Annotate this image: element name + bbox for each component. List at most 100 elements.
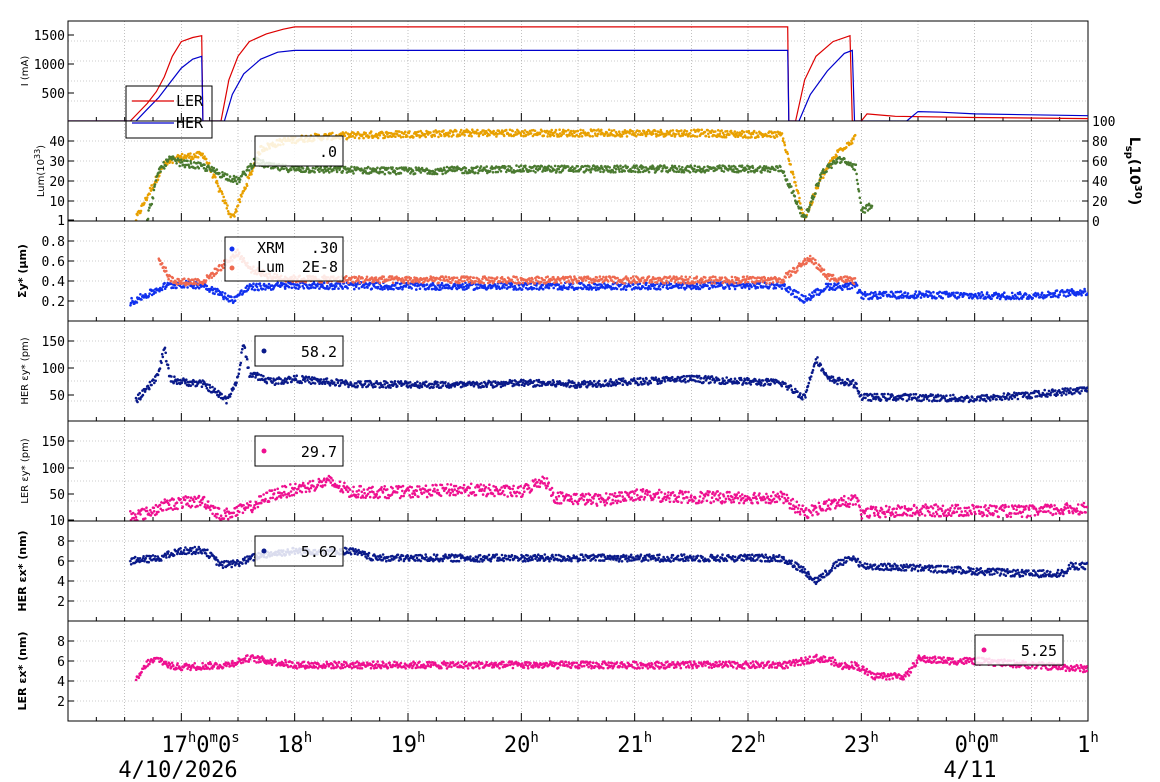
data-point <box>760 276 764 279</box>
data-point <box>290 168 293 172</box>
legend-label: Lum <box>257 258 284 276</box>
data-point <box>346 286 349 290</box>
data-point <box>384 135 387 138</box>
data-point <box>380 277 384 281</box>
data-point <box>319 378 323 381</box>
data-point <box>164 164 168 167</box>
data-point <box>331 131 334 135</box>
data-point <box>581 129 585 132</box>
data-point <box>160 361 163 365</box>
data-point <box>642 276 645 280</box>
data-point <box>720 169 724 172</box>
data-point <box>597 128 600 131</box>
data-point <box>599 170 602 173</box>
data-point <box>485 165 489 168</box>
data-point <box>310 376 314 379</box>
data-point <box>788 269 791 273</box>
data-point <box>587 131 590 135</box>
data-point <box>661 167 665 170</box>
data-point <box>985 291 989 294</box>
data-point <box>640 167 643 170</box>
legend-value: .0 <box>319 143 337 161</box>
data-point <box>785 289 788 292</box>
data-point <box>610 129 614 132</box>
data-point <box>183 165 187 169</box>
y-axis-label: Σy* (μm) <box>16 244 29 298</box>
data-point <box>1062 294 1066 297</box>
data-point <box>605 131 609 134</box>
data-point <box>390 135 394 138</box>
data-point <box>207 276 211 280</box>
data-point <box>200 385 204 389</box>
data-point <box>781 137 785 140</box>
data-point <box>171 276 175 280</box>
data-point <box>495 276 499 279</box>
data-point <box>569 129 573 133</box>
data-point <box>189 159 192 163</box>
series-line-her <box>68 49 1088 121</box>
legend-box <box>254 135 344 167</box>
data-point <box>673 277 676 280</box>
data-point <box>567 285 571 289</box>
data-point <box>631 166 634 169</box>
data-point <box>624 275 628 278</box>
data-point <box>157 171 160 174</box>
data-point <box>361 276 364 280</box>
data-point <box>478 286 481 290</box>
data-point <box>1064 295 1068 298</box>
data-point <box>850 139 853 143</box>
data-point <box>857 189 861 193</box>
data-point <box>534 171 537 174</box>
data-point <box>434 129 438 132</box>
data-layer <box>134 128 874 221</box>
data-point <box>220 392 223 396</box>
data-point <box>483 285 487 289</box>
data-point <box>863 211 867 214</box>
data-point <box>787 159 791 162</box>
data-point <box>452 133 455 137</box>
data-point <box>695 275 699 279</box>
data-point <box>614 167 618 171</box>
data-point <box>828 288 831 292</box>
data-point <box>177 378 180 382</box>
data-point <box>575 133 578 137</box>
data-point <box>473 287 477 291</box>
data-point <box>469 275 472 279</box>
data-point <box>504 165 507 169</box>
data-point <box>811 291 814 294</box>
data-point <box>385 284 389 288</box>
data-point <box>695 282 699 286</box>
data-point <box>187 152 190 156</box>
data-point <box>677 281 680 284</box>
data-point <box>875 293 878 296</box>
data-point <box>216 184 220 188</box>
data-point <box>533 129 537 133</box>
data-point <box>714 285 717 289</box>
data-point <box>740 286 744 290</box>
data-point <box>381 131 384 135</box>
data-point <box>341 287 345 290</box>
data-point <box>145 198 149 202</box>
data-point <box>683 282 686 285</box>
data-point <box>357 275 361 278</box>
data-point <box>247 176 251 180</box>
data-point <box>536 280 540 283</box>
data-point <box>633 166 637 169</box>
data-point <box>757 135 760 139</box>
data-point <box>540 130 544 133</box>
data-point <box>852 137 855 141</box>
data-point <box>422 284 426 288</box>
data-point <box>658 288 662 291</box>
data-point <box>650 280 654 284</box>
data-point <box>257 288 260 292</box>
data-point <box>580 276 583 279</box>
data-point <box>629 284 632 288</box>
data-point <box>825 170 828 173</box>
data-point <box>129 304 132 307</box>
data-point <box>536 165 540 168</box>
data-point <box>669 282 673 286</box>
data-point <box>442 129 445 132</box>
data-point <box>969 295 972 298</box>
data-point <box>179 279 183 283</box>
data-point <box>248 173 251 177</box>
